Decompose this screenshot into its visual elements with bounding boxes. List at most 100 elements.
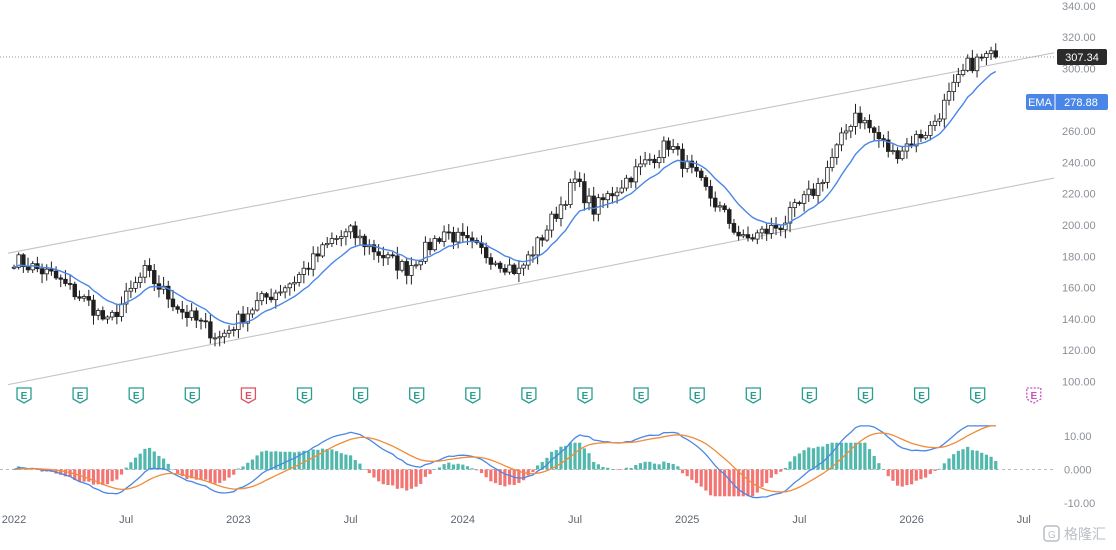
candle[interactable]	[951, 74, 956, 101]
candle[interactable]	[516, 260, 522, 282]
candle[interactable]	[161, 276, 166, 295]
candle[interactable]	[138, 272, 143, 289]
candle[interactable]	[16, 252, 21, 270]
candle[interactable]	[357, 229, 363, 246]
earnings-marker[interactable]: E	[465, 387, 481, 404]
candle[interactable]	[970, 50, 975, 74]
candle[interactable]	[558, 196, 564, 227]
candle[interactable]	[21, 253, 26, 273]
candle[interactable]	[843, 124, 849, 140]
candle[interactable]	[339, 230, 344, 247]
candle[interactable]	[91, 294, 96, 325]
candle[interactable]	[72, 281, 77, 300]
candle[interactable]	[923, 131, 928, 141]
candle[interactable]	[226, 325, 232, 338]
candle[interactable]	[848, 124, 854, 139]
candle[interactable]	[984, 50, 989, 66]
candle[interactable]	[329, 232, 335, 247]
candle[interactable]	[315, 246, 321, 263]
candle[interactable]	[77, 290, 82, 302]
candle[interactable]	[741, 229, 746, 239]
candle[interactable]	[956, 67, 961, 88]
candle[interactable]	[773, 217, 779, 236]
candle[interactable]	[427, 238, 433, 256]
candle[interactable]	[937, 113, 942, 127]
candle[interactable]	[128, 280, 134, 298]
candle[interactable]	[783, 215, 788, 239]
candle[interactable]	[413, 261, 419, 269]
candle[interactable]	[124, 282, 129, 314]
candle[interactable]	[932, 114, 938, 131]
candle[interactable]	[820, 179, 825, 192]
candle[interactable]	[231, 326, 236, 337]
earnings-marker[interactable]: E	[633, 387, 649, 404]
candle[interactable]	[100, 306, 106, 321]
candle[interactable]	[287, 282, 293, 296]
candle[interactable]	[867, 114, 872, 133]
candle[interactable]	[825, 160, 830, 189]
candle[interactable]	[656, 150, 662, 169]
candle[interactable]	[189, 303, 194, 321]
candle[interactable]	[30, 261, 35, 273]
candle[interactable]	[479, 235, 484, 255]
candle[interactable]	[834, 143, 839, 165]
candle[interactable]	[918, 129, 924, 142]
candle[interactable]	[147, 258, 152, 278]
candle[interactable]	[750, 233, 755, 242]
earnings-marker[interactable]: E	[240, 387, 257, 404]
candle[interactable]	[198, 317, 204, 330]
candle[interactable]	[483, 242, 489, 264]
candle[interactable]	[469, 231, 475, 249]
candle[interactable]	[554, 206, 559, 222]
candle[interactable]	[250, 307, 255, 318]
candle[interactable]	[610, 186, 615, 204]
candle[interactable]	[390, 252, 395, 259]
candle[interactable]	[666, 137, 671, 157]
candle[interactable]	[568, 178, 573, 209]
candle[interactable]	[460, 223, 465, 244]
candle[interactable]	[254, 291, 260, 312]
candle[interactable]	[320, 242, 325, 258]
candle[interactable]	[133, 276, 138, 293]
candle[interactable]	[745, 226, 751, 242]
candle[interactable]	[647, 153, 652, 165]
candle[interactable]	[222, 329, 227, 344]
candle[interactable]	[577, 172, 582, 188]
candle[interactable]	[993, 43, 998, 59]
candle[interactable]	[540, 234, 545, 247]
candle[interactable]	[764, 223, 769, 241]
candle[interactable]	[170, 289, 176, 312]
candle[interactable]	[979, 53, 984, 62]
candle[interactable]	[572, 170, 578, 191]
candle[interactable]	[591, 186, 596, 222]
earnings-marker[interactable]: E	[1026, 387, 1042, 404]
candle[interactable]	[900, 146, 905, 161]
candle[interactable]	[409, 257, 414, 285]
candle[interactable]	[301, 261, 307, 284]
candle[interactable]	[240, 306, 246, 328]
candle[interactable]	[348, 223, 353, 239]
candle[interactable]	[399, 259, 405, 273]
candle[interactable]	[268, 288, 274, 303]
candle[interactable]	[942, 93, 947, 128]
candle[interactable]	[306, 262, 311, 276]
candle[interactable]	[703, 175, 709, 191]
candle[interactable]	[628, 176, 634, 189]
candle[interactable]	[273, 289, 278, 309]
candle[interactable]	[890, 144, 896, 155]
candle[interactable]	[759, 226, 765, 240]
candle[interactable]	[946, 82, 952, 106]
candle[interactable]	[675, 142, 681, 156]
candle[interactable]	[535, 236, 540, 265]
candle[interactable]	[437, 236, 442, 244]
macd-signal-line[interactable]	[13, 425, 996, 493]
earnings-marker[interactable]: E	[128, 387, 144, 404]
candle[interactable]	[432, 235, 437, 252]
earnings-marker[interactable]: E	[689, 387, 705, 404]
candle[interactable]	[638, 155, 643, 176]
candle[interactable]	[685, 155, 690, 173]
candle[interactable]	[236, 310, 241, 339]
channel-lower-line[interactable]	[7, 177, 1055, 386]
candle[interactable]	[385, 251, 391, 266]
